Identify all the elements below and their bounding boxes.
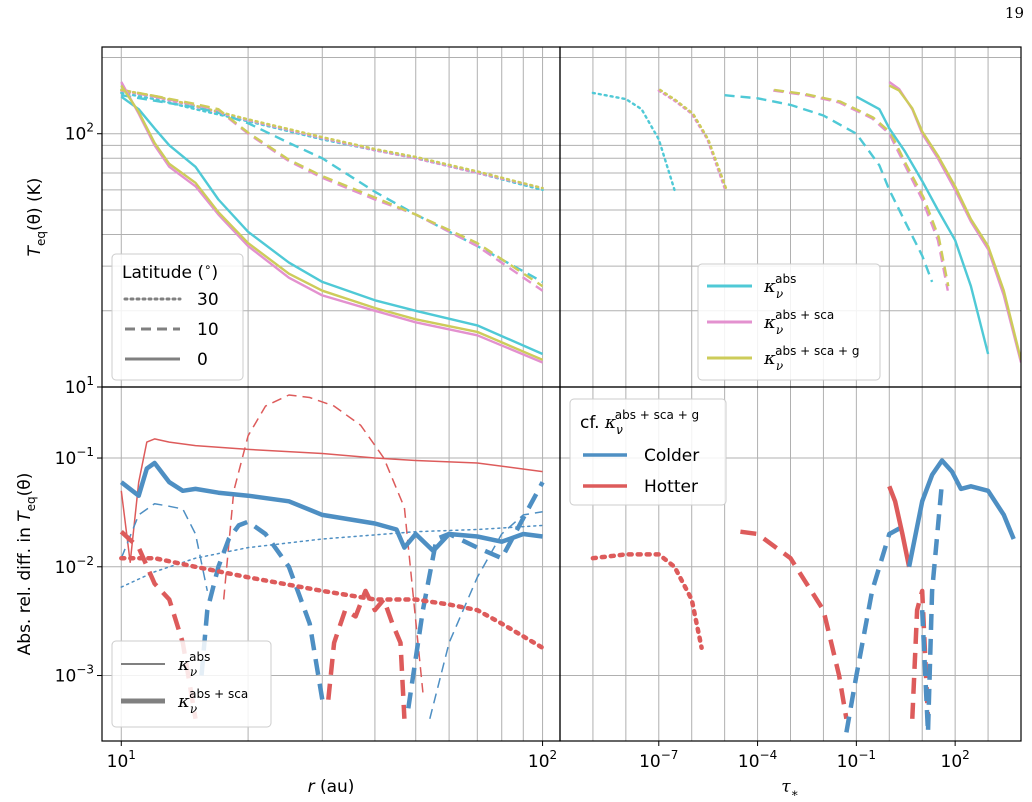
ytick-label: 10−3: [55, 663, 94, 687]
top-right-series-4: [773, 89, 949, 291]
bottom-left-series-5: [119, 460, 543, 554]
bottom-right-series-4: [919, 481, 945, 735]
top-right-series: [591, 81, 1021, 363]
top-right-series-0: [591, 91, 676, 192]
bottom-left-grid: [102, 387, 560, 741]
top-right-series-3: [724, 94, 934, 283]
ytick-label: 101: [65, 374, 94, 398]
bottom-left-series-7: [199, 519, 325, 701]
xtick-label: 102: [528, 748, 557, 772]
page-number: 19: [1004, 4, 1024, 22]
legend-label-abs_sca_g: κνabs + sca + g: [763, 344, 860, 373]
legend-layer: Latitude (∘) 30 10 0 κνabs κνabs + sca κνabs +…: [111, 253, 881, 728]
legend-label-10: 10: [197, 320, 219, 340]
sign-legend: [569, 398, 727, 506]
ytick-label: 102: [65, 121, 94, 145]
top-left-series-2: [120, 88, 544, 190]
bottom-left-xlabel: r (au): [308, 777, 355, 797]
bottom-left-series-3: [429, 511, 543, 719]
ytick-label: 10−1: [55, 445, 94, 469]
top-left-series: [120, 81, 544, 364]
bottom-left-series-8: [326, 588, 407, 719]
xtick-label: 10−7: [639, 748, 678, 772]
bottom-right-frame: [559, 386, 1022, 742]
top-right-series-5: [774, 88, 950, 287]
bottom-right-series-0: [590, 552, 704, 651]
bottom-right-series-5: [887, 485, 912, 568]
xtick-label: 102: [941, 748, 970, 772]
top-left-series-6: [120, 95, 544, 356]
bottom-left-series-4: [120, 524, 544, 588]
latitude-legend: [111, 253, 244, 381]
data-layer: [119, 81, 1021, 735]
legend-label-abs_sca: κνabs + sca: [763, 308, 834, 337]
top-right-series-6: [855, 95, 990, 355]
legend-label-30: 30: [197, 290, 219, 310]
legend-label-0: 0: [197, 350, 208, 370]
opacity-legend: [697, 263, 881, 381]
bottom-right-series-2: [844, 523, 907, 733]
xtick-label: 10−1: [837, 748, 876, 772]
bottom-right-series-1: [740, 529, 849, 720]
ytick-label: 10−2: [55, 554, 94, 578]
legend-label-hotter: Hotter: [644, 477, 698, 497]
latitude-legend-title: Latitude (∘): [122, 260, 218, 283]
grid-layer: [102, 47, 1021, 741]
top-left-ylabel: Teq(θ) (K): [25, 178, 48, 257]
bottom-left-series-9: [406, 481, 545, 709]
bottom-left-series: [119, 394, 545, 720]
bottom-right-series-6: [906, 458, 1016, 568]
bottom-right-grid: [560, 387, 1021, 741]
legend-label-abs: κνabs: [763, 272, 796, 301]
top-right-series-1: [657, 89, 726, 190]
sign-legend-title: cf. κνabs + sca + g: [580, 408, 699, 437]
bottom-left-series-0: [120, 438, 543, 564]
comparison-legend: [111, 640, 272, 728]
top-right-series-8: [888, 84, 1021, 361]
legend-label-thick: κνabs + sca: [177, 687, 248, 716]
bottom-left-series-2: [120, 502, 209, 592]
xtick-label: 101: [107, 748, 136, 772]
legend-label-thin: κνabs: [177, 650, 210, 679]
bottom-left-ylabel: Abs. rel. diff. in Teq(θ): [15, 473, 38, 656]
axes-layer: 101 102 10−3 10−2 10−1 101 102 10−7 10−4 10−1 102 T…: [15, 46, 1022, 800]
bottom-left-series-1: [222, 394, 424, 693]
top-left-series-7: [120, 81, 544, 364]
top-left-series-8: [120, 84, 544, 361]
bottom-left-series-10: [119, 555, 545, 651]
top-right-series-2: [658, 88, 728, 190]
legend-label-colder: Colder: [644, 446, 699, 466]
top-left-series-3: [121, 94, 544, 283]
bottom-right-xlabel: τ∗: [781, 777, 799, 800]
bottom-right-series: [590, 458, 1016, 735]
xtick-label: 10−4: [738, 748, 777, 772]
top-left-series-5: [121, 88, 544, 288]
bottom-right-series-3: [910, 588, 931, 719]
